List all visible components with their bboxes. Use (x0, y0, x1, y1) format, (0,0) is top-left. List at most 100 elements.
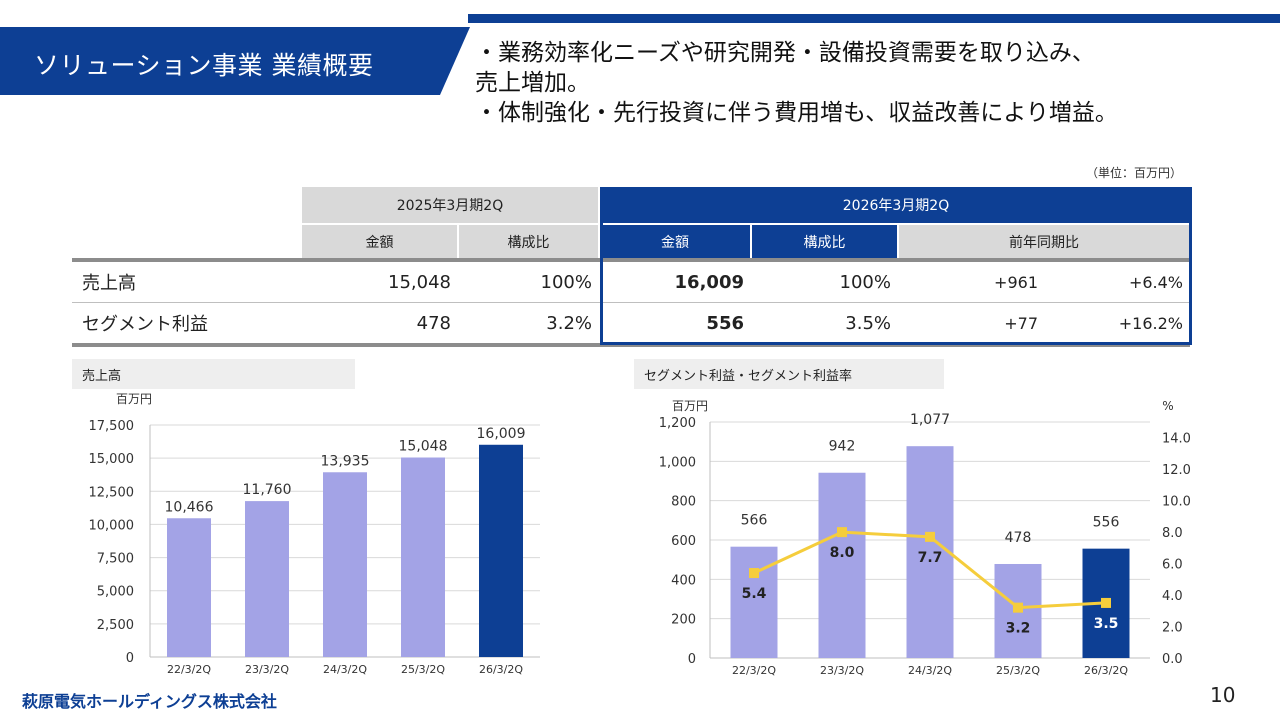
y-tick-label-left: 1,000 (659, 455, 696, 470)
y-tick-label: 0 (126, 651, 134, 666)
bar (401, 457, 445, 657)
y-tick-label: 15,000 (89, 452, 135, 467)
curr-amount-header: 金額 (600, 225, 750, 258)
curr-amount: 556 (706, 312, 744, 334)
bar (906, 446, 954, 658)
margin-point (925, 531, 935, 542)
margin-value-label: 3.2 (1006, 621, 1031, 637)
bar-value-label: 13,935 (321, 453, 370, 469)
prev-amount: 15,048 (388, 271, 451, 293)
x-tick-label: 24/3/2Q (908, 664, 952, 677)
curr-ratio-header: 構成比 (752, 225, 897, 258)
y-tick-label: 17,500 (89, 419, 135, 434)
y-tick-label-left: 0 (688, 652, 696, 667)
y-tick-label-left: 800 (671, 495, 696, 510)
unit-note: （単位：百万円） (1086, 166, 1183, 180)
x-tick-label: 25/3/2Q (401, 663, 445, 676)
bar (479, 444, 523, 657)
x-tick-label: 23/3/2Q (245, 663, 289, 676)
margin-value-label: 7.7 (918, 550, 943, 566)
period-curr-header: 2026年3月期2Q (600, 187, 1192, 223)
yoy-pct: +16.2% (1118, 313, 1183, 333)
bar-value-label: 566 (741, 513, 768, 529)
header-accent-bar (468, 14, 1280, 23)
y-tick-label-right: 14.0 (1162, 432, 1191, 447)
bar-value-label: 556 (1093, 515, 1120, 531)
y-axis-label: 百万円 (116, 392, 152, 406)
curr-amount: 16,009 (674, 271, 744, 293)
company-footer: 萩原電気ホールディングス株式会社 (22, 692, 277, 711)
x-tick-label: 24/3/2Q (323, 663, 367, 676)
margin-point (837, 527, 847, 538)
y-axis-label-right: % (1162, 399, 1173, 413)
margin-value-label: 8.0 (830, 545, 855, 561)
bar-value-label: 15,048 (399, 439, 448, 455)
y-tick-label-right: 2.0 (1162, 621, 1183, 636)
x-tick-label: 22/3/2Q (167, 663, 211, 676)
prev-ratio: 3.2% (546, 312, 592, 334)
y-tick-label-left: 1,200 (659, 416, 696, 431)
bar-value-label: 942 (829, 439, 856, 455)
bar (245, 501, 289, 657)
bar (167, 518, 211, 657)
headline-bullets: ・業務効率化ニーズや研究開発・設備投資需要を取り込み、 売上増加。 ・体制強化・… (475, 38, 1118, 128)
x-tick-label: 22/3/2Q (732, 664, 776, 677)
title-banner (0, 27, 470, 95)
y-tick-label-left: 400 (671, 573, 696, 588)
sales-bar-chart: 百万円 0 2,500 5,000 7,500 10,000 12,500 15,000 17,… (89, 392, 540, 676)
y-tick-label-right: 8.0 (1162, 526, 1183, 541)
margin-value-label: 3.5 (1094, 616, 1119, 632)
row-label: セグメント利益 (82, 314, 208, 335)
prev-ratio: 100% (540, 271, 592, 293)
y-tick-label: 2,500 (97, 618, 134, 633)
profit-combo-chart: 百万円 % 0 200 400 600 800 1,000 1,200 0.0 2.0 4.0 6.0 8… (659, 399, 1191, 677)
headline-line-3: ・体制強化・先行投資に伴う費用増も、収益改善により増益。 (475, 100, 1118, 126)
y-tick-label: 7,500 (97, 552, 134, 567)
y-tick-label-right: 4.0 (1162, 589, 1183, 604)
profit-chart-title: セグメント利益・セグメント利益率 (634, 359, 944, 389)
x-tick-label: 25/3/2Q (996, 664, 1040, 677)
y-tick-label-right: 6.0 (1162, 558, 1183, 573)
row-label: 売上高 (82, 273, 136, 294)
y-axis-label-left: 百万円 (672, 399, 708, 413)
y-tick-label-right: 0.0 (1162, 652, 1183, 667)
y-tick-label-right: 10.0 (1162, 495, 1191, 510)
yoy-pct: +6.4% (1128, 272, 1183, 292)
x-tick-label: 26/3/2Q (1084, 664, 1128, 677)
x-tick-label: 23/3/2Q (820, 664, 864, 677)
bar-value-label: 10,466 (165, 499, 214, 515)
headline-line-2: 売上増加。 (475, 70, 590, 96)
margin-value-label: 5.4 (742, 586, 767, 602)
y-tick-label-right: 12.0 (1162, 463, 1191, 478)
bar-value-label: 16,009 (477, 426, 526, 442)
y-tick-label-left: 200 (671, 613, 696, 628)
bar (818, 472, 866, 658)
margin-point (1013, 602, 1023, 613)
y-tick-label-left: 600 (671, 534, 696, 549)
bar (323, 472, 367, 657)
bar-value-label: 11,760 (243, 482, 292, 498)
current-period-frame (600, 187, 1192, 345)
yoy-abs: +77 (1004, 313, 1038, 333)
bar-value-label: 478 (1005, 530, 1032, 546)
margin-point (749, 568, 759, 579)
x-tick-label: 26/3/2Q (479, 663, 523, 676)
prev-ratio-header: 構成比 (459, 225, 598, 258)
period-prev-header: 2025年3月期2Q (302, 187, 598, 223)
margin-point (1101, 597, 1111, 608)
headline-line-1: ・業務効率化ニーズや研究開発・設備投資需要を取り込み、 (475, 40, 1095, 66)
table-top-rule (72, 258, 1190, 262)
y-tick-label: 5,000 (97, 585, 134, 600)
bar (730, 546, 778, 658)
prev-amount-header: 金額 (302, 225, 457, 258)
page-number: 10 (1210, 683, 1236, 707)
prev-amount: 478 (416, 312, 451, 334)
yoy-header: 前年同期比 (899, 225, 1189, 258)
curr-ratio: 3.5% (845, 312, 891, 334)
table-bottom-rule (72, 343, 1190, 347)
curr-ratio: 100% (839, 271, 891, 293)
row-divider (72, 302, 1190, 303)
yoy-abs: +961 (994, 272, 1038, 292)
sales-chart-title: 売上高 (72, 359, 355, 389)
bar-value-label: 1,077 (910, 412, 950, 428)
